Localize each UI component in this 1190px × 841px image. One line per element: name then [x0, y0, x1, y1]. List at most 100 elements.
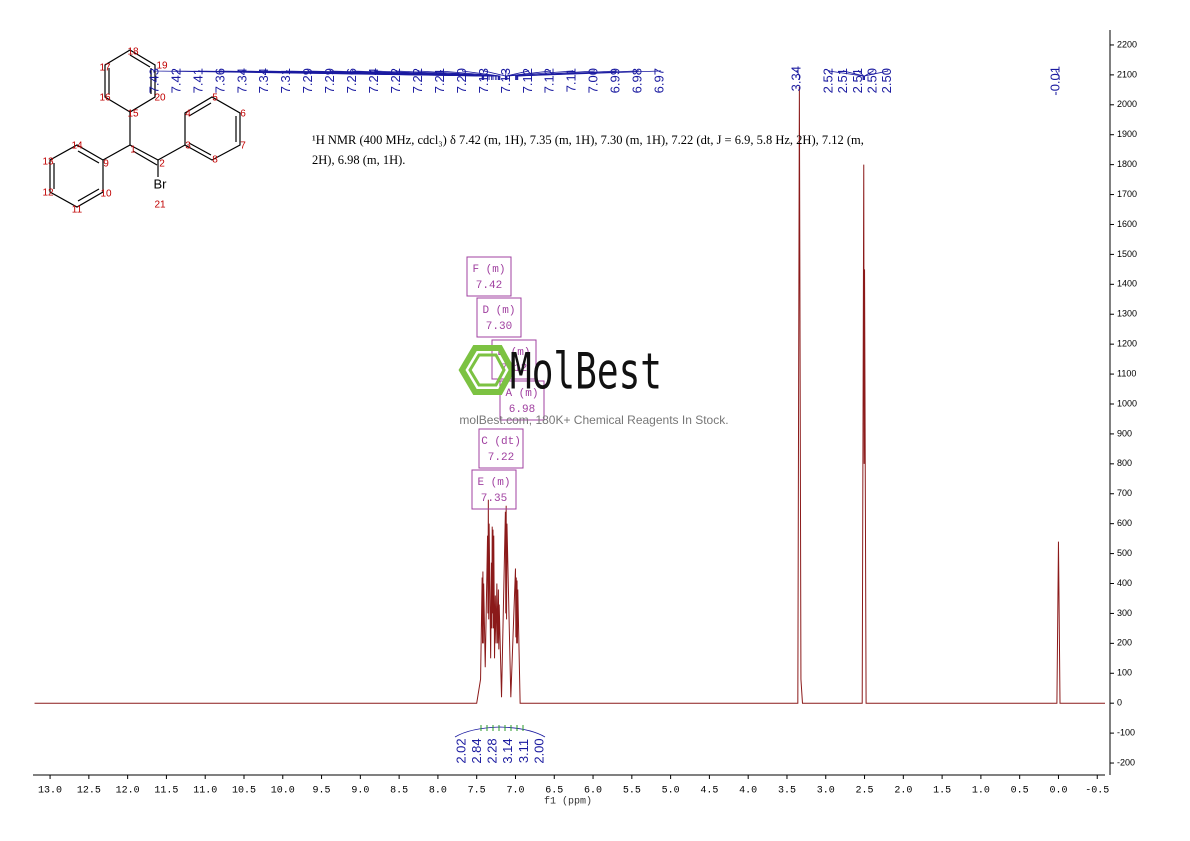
y-tick-label: 1800 [1117, 159, 1137, 169]
peak-label: 2.51 [835, 68, 850, 93]
spectrum-line [34, 86, 1105, 704]
atom-label: 11 [72, 205, 83, 216]
peak-label: 7.24 [366, 68, 381, 93]
y-tick-label: 2100 [1117, 69, 1137, 79]
multiplet-name: E (m) [477, 477, 510, 489]
y-tick-label: 1200 [1117, 339, 1137, 349]
peak-leader [418, 70, 499, 80]
y-tick-label: 800 [1117, 458, 1132, 468]
peak-label: 7.34 [256, 68, 271, 93]
atom-label: 8 [212, 155, 218, 166]
atom-label: 16 [99, 93, 111, 104]
x-tick-label: 1.0 [972, 786, 990, 797]
x-tick-label: 7.5 [468, 786, 486, 797]
x-tick-label: 0.5 [1011, 786, 1029, 797]
atom-label: 5 [212, 93, 218, 104]
peak-leader [505, 70, 551, 80]
atom-label: 14 [71, 141, 83, 152]
peak-leader [517, 70, 661, 80]
peak-label: 7.22 [388, 68, 403, 93]
y-tick-label: 100 [1117, 668, 1132, 678]
y-tick-label: 700 [1117, 488, 1132, 498]
peak-label: 7.34 [234, 68, 249, 93]
peak-leader [864, 70, 889, 80]
multiplet-box [478, 428, 524, 469]
x-tick-label: 11.0 [193, 786, 217, 797]
peak-label: 2.52 [820, 68, 835, 93]
y-tick-label: 900 [1117, 428, 1132, 438]
peak-leader [504, 70, 507, 80]
x-tick-label: 2.0 [894, 786, 912, 797]
atom-label: 12 [42, 188, 54, 199]
x-tick-label: 5.0 [662, 786, 680, 797]
multiplet-name: D (m) [482, 305, 515, 317]
y-tick-label: 1600 [1117, 219, 1137, 229]
atom-label: 15 [127, 109, 139, 120]
peak-label: 7.22 [410, 68, 425, 93]
x-tick-label: 1.5 [933, 786, 951, 797]
x-tick-label: 11.5 [154, 786, 178, 797]
peak-label: -0.01 [1047, 66, 1062, 96]
peak-leader [515, 70, 595, 80]
x-tick-label: 13.0 [38, 786, 62, 797]
x-tick-label: 4.0 [739, 786, 757, 797]
atom-label: 18 [127, 47, 139, 58]
peak-label: 7.00 [586, 68, 601, 93]
multiplet-box [476, 297, 522, 338]
multiplet-name: C (dt) [481, 436, 521, 448]
x-tick-label: 5.5 [623, 786, 641, 797]
peak-leader [462, 70, 501, 80]
peak-leader [828, 70, 864, 80]
multiplet-name: A (m) [505, 388, 538, 400]
x-tick-label: 9.5 [313, 786, 331, 797]
x-tick-label: 3.0 [817, 786, 835, 797]
peak-leader [1055, 70, 1060, 80]
x-tick-label: 8.5 [390, 786, 408, 797]
x-tick-label: 12.5 [77, 786, 101, 797]
x-tick-label: 7.0 [506, 786, 524, 797]
atom-label: 7 [240, 141, 246, 152]
peak-label: 7.31 [278, 68, 293, 93]
atom-label: 20 [154, 93, 166, 104]
atom-label: 13 [42, 157, 54, 168]
atom-label: 19 [156, 61, 168, 72]
y-tick-label: 1300 [1117, 309, 1137, 319]
peak-label: 7.29 [322, 68, 337, 93]
atom-label: 17 [99, 63, 111, 74]
y-tick-label: 1900 [1117, 129, 1137, 139]
peak-leader [858, 70, 865, 80]
y-tick-label: 1100 [1117, 368, 1136, 378]
y-tick-label: 1400 [1117, 279, 1137, 289]
peak-label: 2.51 [850, 68, 865, 93]
integral-bracket [454, 726, 546, 738]
y-tick-label: 600 [1117, 518, 1132, 528]
peak-label: 7.43 [146, 68, 161, 93]
y-tick-label: 1000 [1117, 398, 1137, 408]
x-tick-label: 9.0 [351, 786, 369, 797]
x-tick-label: 0.0 [1049, 786, 1067, 797]
peak-leader [330, 70, 494, 80]
peak-label: 6.99 [608, 68, 623, 93]
integral-label: 2.02 [453, 738, 468, 763]
peak-label: 2.50 [879, 68, 894, 93]
integral-label: 3.14 [500, 738, 515, 763]
peak-leader [796, 70, 800, 80]
multiplet-box [466, 256, 512, 297]
atom-label: 1 [130, 145, 136, 156]
integral-label: 2.84 [469, 738, 484, 763]
y-tick-label: 1500 [1117, 249, 1137, 259]
atom-label: 6 [240, 109, 246, 120]
multiplet-box [471, 469, 517, 510]
y-tick-label: -100 [1117, 727, 1135, 737]
watermark-tagline: molBest.com, 180K+ Chemical Reagents In … [459, 413, 728, 427]
x-tick-label: 10.5 [232, 786, 256, 797]
y-tick-label: 300 [1117, 608, 1132, 618]
multiplet-box [491, 339, 537, 380]
y-tick-label: -200 [1117, 757, 1135, 767]
peak-label: 7.36 [212, 68, 227, 93]
atom-label: Br [154, 176, 168, 191]
integral-label: 3.11 [516, 739, 531, 763]
y-tick-label: 0 [1117, 698, 1122, 708]
